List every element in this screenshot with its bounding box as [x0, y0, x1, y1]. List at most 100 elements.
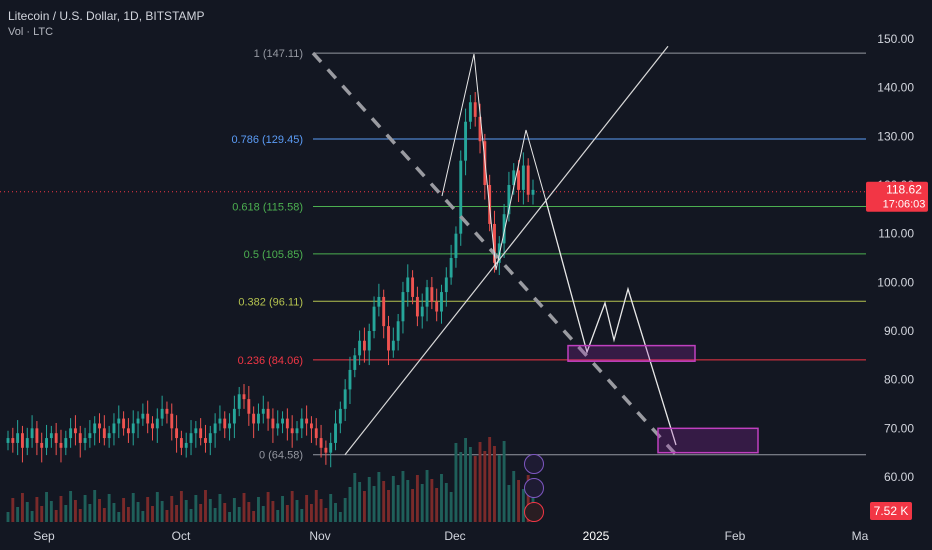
candle-body	[425, 287, 429, 307]
volume-bar	[151, 506, 154, 522]
candle-body	[223, 418, 227, 429]
volume-bar	[11, 498, 15, 522]
candle-body	[290, 428, 294, 434]
candle-body	[25, 438, 29, 448]
volume-bar	[281, 496, 284, 522]
volume-bar	[69, 491, 73, 522]
volume-bar	[228, 512, 232, 522]
volume-bar	[324, 508, 328, 522]
fib-label-0.382: 0.382 (96.11)	[238, 296, 303, 308]
candle-body	[531, 189, 535, 195]
volume-bar	[343, 498, 347, 522]
volume-bar	[387, 490, 390, 522]
candle-body	[285, 418, 289, 429]
candle-body	[49, 433, 53, 439]
volume-bar	[478, 442, 482, 522]
candle-body	[468, 102, 472, 122]
time-tick-Dec: Dec	[444, 529, 465, 543]
candle-body	[160, 408, 164, 419]
candle-body	[83, 438, 87, 443]
candle-body	[444, 277, 448, 293]
candle-body	[430, 287, 434, 302]
volume-bar	[329, 494, 333, 522]
candle-body	[401, 292, 405, 322]
candle-body	[521, 165, 525, 190]
candle-body	[189, 433, 193, 443]
candle-body	[387, 326, 390, 351]
ascending-trendline	[344, 45, 669, 456]
volume-bar	[59, 496, 63, 522]
candle-body	[122, 418, 126, 429]
candle-body	[112, 423, 116, 434]
candle-body	[324, 447, 328, 453]
candle-countdown: 17:06:03	[883, 199, 926, 211]
volume-bar	[247, 502, 251, 522]
candle-body	[367, 331, 371, 351]
lightning-icon[interactable]	[524, 478, 544, 498]
candle-body	[151, 423, 154, 429]
candle-body	[276, 423, 280, 429]
volume-bar	[107, 494, 111, 522]
swing-path	[441, 53, 547, 271]
volume-bar	[271, 501, 275, 522]
volume-bar	[401, 471, 405, 522]
volume-bar	[512, 471, 516, 522]
candle-body	[261, 408, 265, 414]
price-tick-100.00: 100.00	[877, 275, 914, 289]
candle-body	[300, 418, 304, 429]
candle-body	[126, 428, 130, 434]
volume-bar	[165, 510, 169, 522]
candle-body	[334, 423, 337, 443]
volume-bar	[425, 470, 429, 522]
volume-bar	[391, 476, 395, 522]
volume-bar	[382, 481, 386, 522]
volume-bar	[232, 498, 236, 522]
candle-body	[199, 428, 203, 439]
candle-body	[362, 340, 366, 351]
flag-icon[interactable]	[524, 502, 544, 522]
volume-bar	[290, 491, 294, 522]
candle-body	[314, 428, 318, 439]
volume-bar	[136, 502, 140, 522]
volume-bar	[122, 498, 126, 522]
volume-bar	[83, 495, 87, 522]
volume-bar	[184, 500, 188, 522]
volume-bar	[295, 500, 299, 522]
volume-bar	[160, 501, 164, 522]
candle-body	[16, 433, 20, 443]
volume-bar	[502, 441, 506, 522]
price-tick-80.00: 80.00	[884, 373, 914, 387]
candle-body	[449, 258, 453, 278]
candle-body	[295, 428, 299, 434]
volume-bar	[204, 490, 207, 522]
volume-bar	[257, 497, 260, 522]
fib-label-1: 1 (147.11)	[254, 48, 303, 60]
candle-body	[131, 423, 135, 434]
volume-bar	[358, 482, 362, 522]
volume-bar	[300, 509, 304, 522]
candle-body	[440, 292, 443, 312]
candle-body	[464, 121, 468, 161]
candle-body	[281, 418, 284, 424]
volume-bar	[93, 490, 97, 522]
volume-bar	[194, 495, 198, 522]
candle-body	[415, 296, 419, 317]
candle-body	[54, 433, 58, 443]
volume-bar	[170, 496, 174, 522]
volume-bar	[35, 497, 39, 522]
price-tick-70.00: 70.00	[884, 421, 914, 435]
candle-body	[204, 438, 207, 443]
candle-body	[21, 433, 24, 448]
spark-icon[interactable]	[524, 454, 544, 474]
candle-body	[194, 428, 198, 434]
time-tick-2025: 2025	[583, 529, 610, 543]
target-zone-1	[567, 344, 696, 362]
fib-label-0.5: 0.5 (105.85)	[244, 249, 303, 261]
volume-bar	[49, 501, 53, 522]
candle-body	[218, 418, 222, 424]
time-axis-bg	[0, 523, 932, 550]
volume-bar	[319, 499, 323, 522]
candle-body	[213, 423, 217, 434]
volume-bar	[473, 456, 477, 522]
